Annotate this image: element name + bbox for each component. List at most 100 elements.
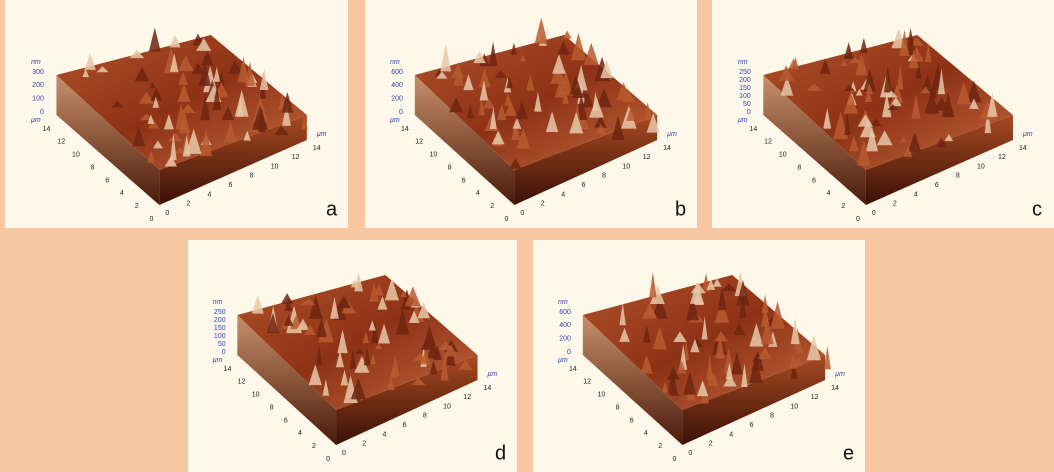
z-tick-label: 200 xyxy=(559,336,571,343)
left-tick-label: 14 xyxy=(750,126,758,133)
right-tick-label: 4 xyxy=(207,191,211,198)
right-tick-label: 2 xyxy=(709,441,713,448)
right-tick-label: 4 xyxy=(914,191,918,198)
left-tick-label: 0 xyxy=(504,216,508,223)
left-tick-label: 12 xyxy=(57,139,65,146)
panel-label: b xyxy=(675,198,686,220)
right-tick-label: 12 xyxy=(811,394,819,401)
left-tick-label: 8 xyxy=(797,164,801,171)
z-tick-label: 200 xyxy=(214,317,226,324)
left-tick-label: 12 xyxy=(764,139,772,146)
z-tick-label: 0 xyxy=(222,349,226,356)
left-tick-label: 14 xyxy=(569,366,577,373)
left-tick-label: 8 xyxy=(91,164,95,171)
left-tick-label: 14 xyxy=(43,126,51,133)
right-tick-label: 0 xyxy=(520,210,524,217)
left-tick-label: 8 xyxy=(448,164,452,171)
left-tick-label: 14 xyxy=(224,366,232,373)
panel-label: d xyxy=(495,442,506,464)
panel-label: c xyxy=(1032,198,1042,220)
right-tick-label: 10 xyxy=(790,403,798,410)
z-unit: nm xyxy=(390,59,400,66)
right-unit: μm xyxy=(316,131,327,138)
z-tick-label: 200 xyxy=(32,82,44,89)
xy-unit: μm xyxy=(389,117,400,124)
right-tick-label: 10 xyxy=(271,163,279,170)
z-tick-label: 100 xyxy=(214,333,226,340)
left-tick-label: 10 xyxy=(252,392,260,399)
right-tick-label: 8 xyxy=(956,173,960,180)
z-tick-label: 100 xyxy=(739,93,751,100)
left-tick-label: 6 xyxy=(630,417,634,424)
z-tick-label: 150 xyxy=(739,85,751,92)
right-tick-label: 6 xyxy=(582,182,586,189)
left-tick-label: 6 xyxy=(105,177,109,184)
z-unit: nm xyxy=(738,59,748,66)
z-unit: nm xyxy=(558,299,568,306)
right-tick-label: 2 xyxy=(541,201,545,208)
z-tick-label: 50 xyxy=(743,101,751,108)
left-tick-label: 6 xyxy=(462,177,466,184)
z-tick-label: 0 xyxy=(399,109,403,116)
xy-unit: μm xyxy=(737,117,748,124)
z-tick-label: 300 xyxy=(32,69,44,76)
right-tick-label: 4 xyxy=(561,191,565,198)
left-tick-label: 10 xyxy=(779,152,787,159)
right-tick-label: 14 xyxy=(484,385,492,392)
z-tick-label: 200 xyxy=(391,96,403,103)
right-unit: μm xyxy=(834,371,845,378)
z-tick-label: 50 xyxy=(218,341,226,348)
left-tick-label: 4 xyxy=(298,430,302,437)
right-unit: μm xyxy=(666,131,677,138)
right-tick-label: 6 xyxy=(403,422,407,429)
right-tick-label: 6 xyxy=(750,422,754,429)
left-tick-label: 0 xyxy=(326,456,330,463)
left-tick-label: 14 xyxy=(401,126,409,133)
xy-unit: μm xyxy=(212,357,223,364)
left-tick-label: 2 xyxy=(490,203,494,210)
left-tick-label: 4 xyxy=(476,190,480,197)
left-tick-label: 12 xyxy=(583,379,591,386)
right-tick-label: 14 xyxy=(663,145,671,152)
z-tick-label: 100 xyxy=(32,96,44,103)
right-tick-label: 14 xyxy=(831,385,839,392)
right-tick-label: 4 xyxy=(382,431,386,438)
right-tick-label: 8 xyxy=(250,173,254,180)
left-tick-label: 8 xyxy=(270,404,274,411)
right-unit: μm xyxy=(1022,131,1033,138)
z-unit: nm xyxy=(31,59,41,66)
left-tick-label: 12 xyxy=(415,139,423,146)
z-tick-label: 600 xyxy=(391,69,403,76)
left-tick-label: 2 xyxy=(841,203,845,210)
xy-unit: μm xyxy=(30,117,41,124)
right-tick-label: 0 xyxy=(342,450,346,457)
left-tick-label: 0 xyxy=(856,216,860,223)
left-tick-label: 6 xyxy=(284,417,288,424)
right-tick-label: 8 xyxy=(770,413,774,420)
right-tick-label: 8 xyxy=(602,173,606,180)
left-tick-label: 10 xyxy=(597,392,605,399)
right-tick-label: 6 xyxy=(935,182,939,189)
left-tick-label: 12 xyxy=(238,379,246,386)
z-unit: nm xyxy=(213,299,223,306)
z-tick-label: 0 xyxy=(567,349,571,356)
right-tick-label: 8 xyxy=(423,413,427,420)
right-tick-label: 14 xyxy=(1019,145,1027,152)
right-tick-label: 0 xyxy=(165,210,169,217)
right-tick-label: 12 xyxy=(292,154,300,161)
z-tick-label: 400 xyxy=(559,322,571,329)
right-tick-label: 12 xyxy=(998,154,1006,161)
z-tick-label: 0 xyxy=(40,109,44,116)
left-tick-label: 0 xyxy=(672,456,676,463)
right-tick-label: 0 xyxy=(688,450,692,457)
figure: nm3002001000μm1412108642002468101214μman… xyxy=(0,0,1054,472)
left-tick-label: 4 xyxy=(827,190,831,197)
right-tick-label: 2 xyxy=(362,441,366,448)
right-tick-label: 10 xyxy=(977,163,985,170)
right-tick-label: 2 xyxy=(186,201,190,208)
left-tick-label: 4 xyxy=(644,430,648,437)
z-tick-label: 250 xyxy=(214,309,226,316)
right-unit: μm xyxy=(487,371,498,378)
left-tick-label: 2 xyxy=(658,443,662,450)
left-tick-label: 2 xyxy=(312,443,316,450)
